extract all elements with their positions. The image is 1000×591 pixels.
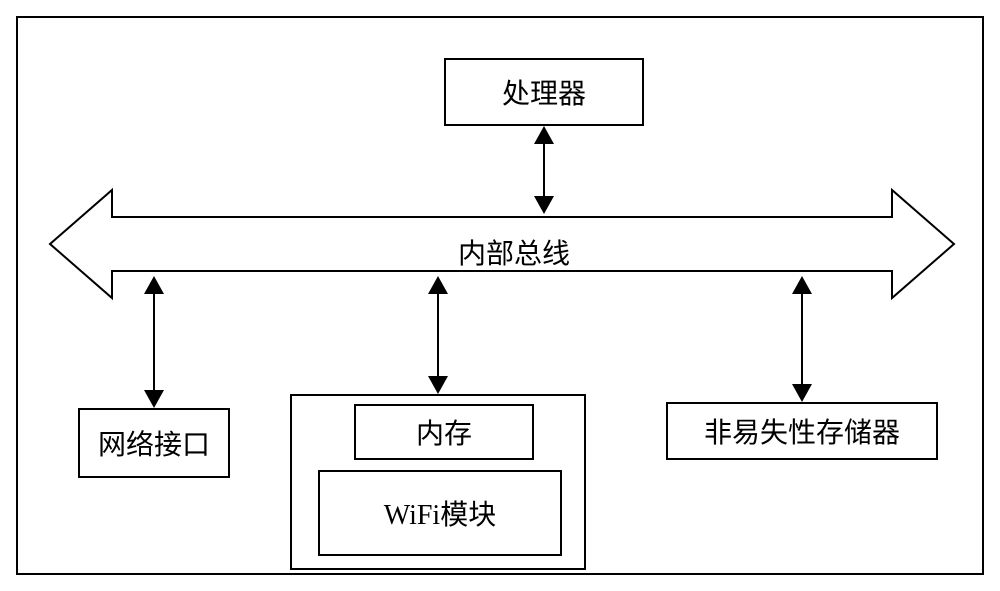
diagram-canvas: 内部总线 处理器 网络接口 内存 WiFi模块 非易失性存储器 <box>16 16 984 575</box>
connectors <box>18 18 986 577</box>
